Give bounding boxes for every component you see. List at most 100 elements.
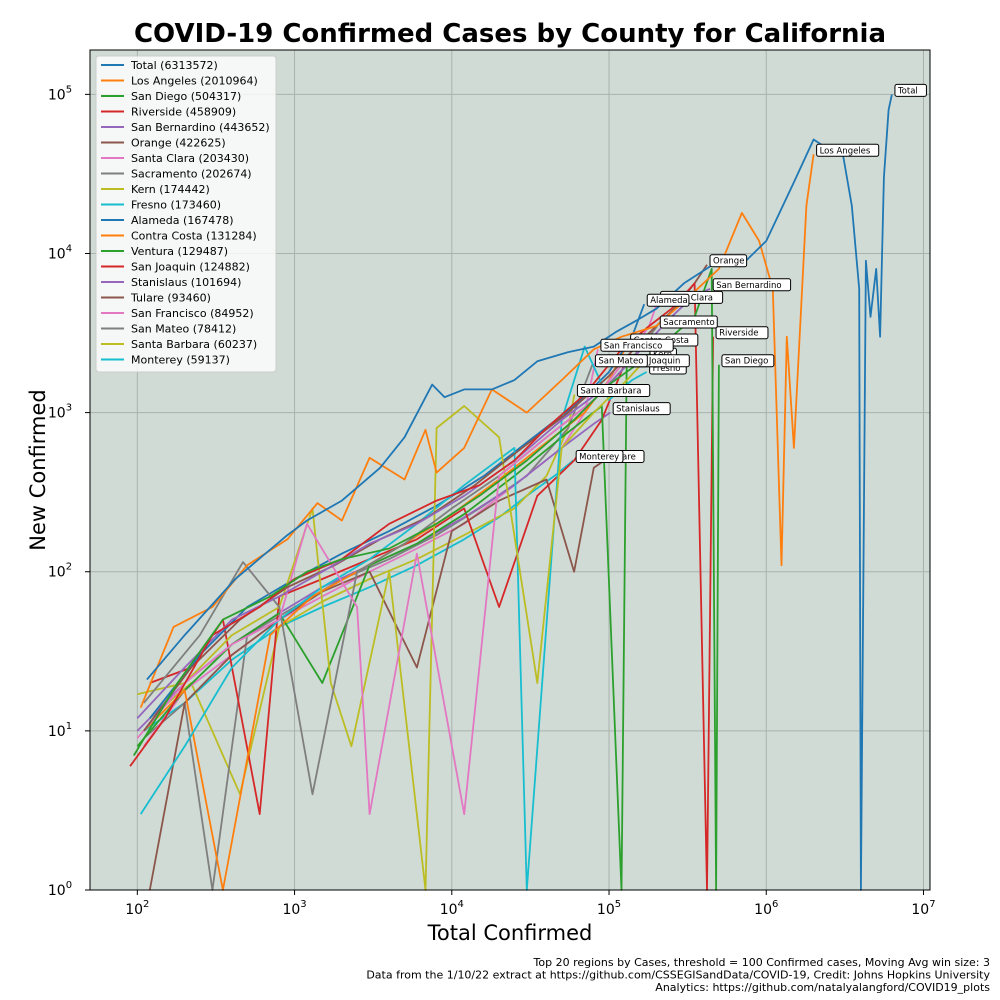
legend-label: San Mateo (78412) [131,323,236,336]
legend-label: Santa Barbara (60237) [131,338,257,351]
legend-label: Stanislaus (101694) [131,276,241,289]
series-line-san-mateo [143,364,594,891]
svg-text:Los Angeles: Los Angeles [820,146,871,156]
footer-line: Data from the 1/10/22 extract at https:/… [366,969,990,982]
region-label: Sacramento [659,315,718,329]
legend-label: Tulare (93460) [130,292,211,305]
region-label: Santa Barbara [576,383,651,397]
region-label: Orange [709,254,748,268]
svg-text:Riverside: Riverside [719,329,758,339]
legend-label: Total (6313572) [130,59,218,72]
legend-label: San Bernardino (443652) [131,121,270,134]
svg-text:Alameda: Alameda [650,296,688,306]
region-label: Riverside [715,326,769,340]
region-label: San Diego [721,354,775,368]
y-axis-ticks: 100 101 102 103 104 105 [48,84,90,899]
x-axis-ticks: 102 103 104 105 106 107 [125,890,936,918]
legend-label: Ventura (129487) [131,245,228,258]
legend: Total (6313572) Los Angeles (2010964) San … [95,55,277,373]
legend-label: Santa Clara (203430) [131,152,249,165]
region-label: San Mateo [594,354,648,368]
svg-text:San Joaquin: San Joaquin [630,357,680,367]
svg-text:Total: Total [897,86,918,96]
legend-label: San Francisco (84952) [131,307,254,320]
svg-text:Santa Barbara: Santa Barbara [580,386,641,396]
svg-text:Orange: Orange [713,257,744,267]
series-line-san-diego [133,268,720,891]
legend-label: San Joaquin (124882) [131,261,250,274]
legend-item: Kern (174442) [101,183,210,196]
legend-item: Stanislaus (101694) [101,276,241,289]
y-tick-label: 100 [48,880,72,899]
legend-label: Orange (422625) [131,137,226,150]
region-label: Los Angeles [816,143,880,157]
plot-frame [89,49,931,891]
x-tick-label: 107 [911,899,935,918]
legend-item: Tulare (93460) [101,292,211,305]
legend-label: Monterey (59137) [131,354,230,367]
footer-line: Analytics: https://github.com/natalyalan… [655,981,990,994]
legend-label: San Diego (504317) [131,90,241,103]
region-label: Alameda [646,293,690,307]
legend-item: San Francisco (84952) [101,307,254,320]
region-labels: Total Los Angeles San Diego Riverside San Be… [575,83,927,464]
svg-text:Sacramento: Sacramento [663,318,714,328]
footer-line: Top 20 regions by Cases, threshold = 100… [533,956,990,969]
legend-item: Monterey (59137) [101,354,230,367]
x-tick-label: 104 [440,899,464,918]
region-label: Stanislaus [612,402,671,416]
series-line-monterey [143,459,574,732]
region-label: San Bernardino [712,278,792,292]
legend-label: Sacramento (202674) [131,168,252,181]
legend-label: Fresno (173460) [131,199,221,212]
legend-item: San Bernardino (443652) [101,121,270,134]
svg-text:San Mateo: San Mateo [598,357,643,367]
legend-item: Orange (422625) [101,137,226,150]
legend-item: Sacramento (202674) [101,168,252,181]
legend-item: Ventura (129487) [101,245,228,258]
y-tick-label: 101 [48,721,72,740]
series-line-santa-barbara [149,394,576,796]
legend-item: San Joaquin (124882) [101,261,250,274]
y-tick-label: 105 [48,84,72,103]
legend-item: Alameda (167478) [101,214,234,227]
legend-item: Contra Costa (131284) [101,230,257,243]
y-tick-label: 103 [48,403,72,422]
series-line-san-francisco [143,349,599,747]
legend-item: Fresno (173460) [101,199,221,212]
legend-item: Santa Clara (203430) [101,152,249,165]
legend-label: Kern (174442) [131,183,210,196]
svg-text:San Bernardino: San Bernardino [716,281,781,291]
series-line-los-angeles [139,154,815,708]
series-line-tulare [148,459,605,891]
legend-item: San Diego (504317) [101,90,241,103]
x-tick-label: 105 [597,899,621,918]
series-line-santa-clara [136,301,659,815]
legend-item: Los Angeles (2010964) [101,75,258,88]
y-tick-label: 102 [48,562,72,581]
legend-box [95,55,277,373]
region-label: Monterey [575,450,624,464]
series-lines [129,94,893,891]
x-axis-label: Total Confirmed [427,921,593,945]
series-line-san-joaquin [149,364,626,815]
svg-text:San Diego: San Diego [725,357,768,367]
legend-label: Contra Costa (131284) [131,230,257,243]
series-line-total [146,94,893,891]
region-label: Total [894,83,927,97]
legend-item: Santa Barbara (60237) [101,338,257,351]
legend-item: Total (6313572) [101,59,218,72]
y-axis-label: New Confirmed [26,389,50,551]
x-tick-label: 106 [754,899,778,918]
chart-title: COVID-19 Confirmed Cases by County for C… [134,19,886,49]
svg-text:Fresno: Fresno [653,364,681,374]
grid [90,50,930,891]
legend-label: Alameda (167478) [131,214,234,227]
svg-text:San Francisco: San Francisco [604,341,662,351]
legend-label: Riverside (458909) [131,106,236,119]
legend-label: Los Angeles (2010964) [131,75,258,88]
x-tick-label: 103 [282,899,306,918]
x-tick-label: 102 [125,899,149,918]
y-tick-label: 104 [48,243,72,262]
